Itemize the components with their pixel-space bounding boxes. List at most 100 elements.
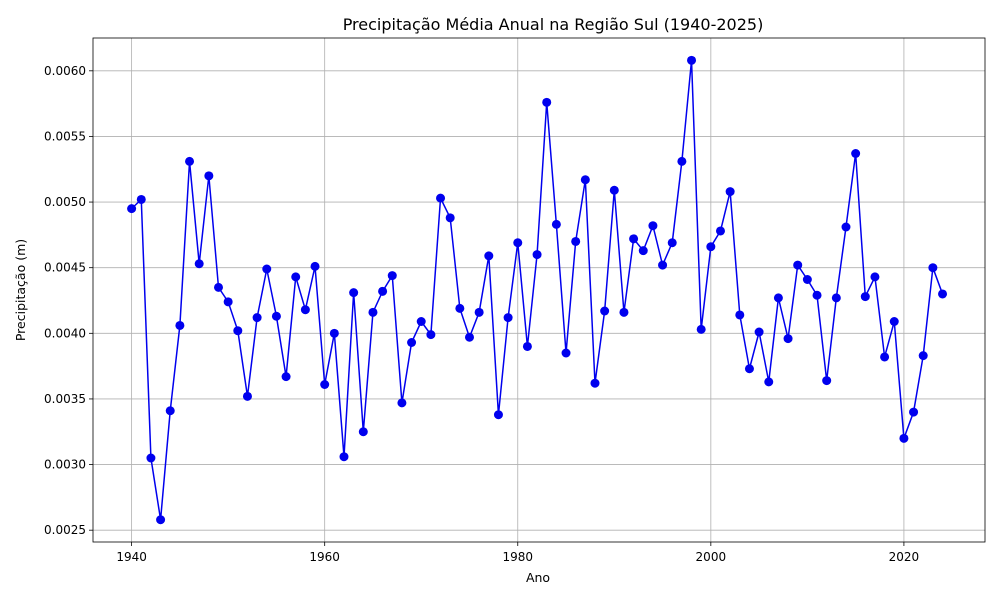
- data-point: [938, 289, 948, 299]
- x-tick-label: 2020: [889, 550, 920, 564]
- data-point: [329, 328, 339, 338]
- data-point: [464, 332, 474, 342]
- data-point: [764, 377, 774, 387]
- data-point: [213, 282, 223, 292]
- y-tick-label: 0.0025: [44, 523, 86, 537]
- data-point: [725, 187, 735, 197]
- data-point: [696, 324, 706, 334]
- data-point: [754, 327, 764, 337]
- data-point: [397, 398, 407, 408]
- data-point: [648, 221, 658, 231]
- data-point: [822, 376, 832, 386]
- data-point: [880, 352, 890, 362]
- data-point: [503, 313, 513, 323]
- data-point: [860, 292, 870, 302]
- data-point: [667, 238, 677, 248]
- data-point: [841, 222, 851, 232]
- y-tick-label: 0.0035: [44, 392, 86, 406]
- y-tick-label: 0.0030: [44, 458, 86, 472]
- axes: 1940 1960 1980 2000 2020 0.0025 0.0030 0.0035 0.…: [44, 37, 986, 564]
- data-point: [484, 251, 494, 261]
- data-point: [522, 341, 532, 351]
- data-point: [851, 149, 861, 158]
- data-point: [281, 372, 291, 382]
- data-point: [291, 272, 301, 282]
- data-point: [706, 242, 716, 252]
- data-point: [175, 320, 185, 330]
- data-point: [136, 194, 146, 204]
- data-point: [802, 275, 812, 284]
- x-axis-label: Ano: [526, 570, 550, 585]
- data-point: [262, 264, 272, 274]
- data-point: [918, 351, 928, 361]
- data-point: [590, 378, 600, 388]
- data-point: [580, 175, 590, 185]
- chart-title: Precipitação Média Anual na Região Sul (…: [343, 15, 764, 34]
- data-point: [513, 238, 523, 248]
- data-point: [358, 427, 368, 437]
- data-point: [204, 171, 214, 181]
- data-point: [561, 348, 571, 358]
- y-tick-label: 0.0060: [44, 64, 86, 78]
- data-point: [677, 156, 687, 166]
- data-point: [223, 297, 233, 307]
- data-point: [300, 305, 310, 315]
- data-point: [928, 263, 938, 273]
- data-point: [349, 288, 359, 298]
- data-point: [339, 452, 349, 462]
- data-point: [156, 515, 166, 525]
- data-point: [773, 293, 783, 303]
- data-point: [455, 303, 465, 313]
- axes-frame: [92, 37, 986, 543]
- data-point: [687, 55, 697, 65]
- data-point: [542, 97, 552, 107]
- data-point: [658, 260, 668, 270]
- data-point: [551, 219, 561, 229]
- data-point: [127, 204, 137, 214]
- x-tick-label: 2000: [696, 550, 727, 564]
- data-point: [609, 185, 619, 195]
- data-point: [571, 236, 581, 246]
- data-point: [378, 286, 388, 296]
- data-point: [165, 406, 175, 416]
- data-point: [619, 307, 629, 317]
- data-point: [831, 293, 841, 303]
- data-point: [629, 234, 639, 244]
- y-tick-label: 0.0045: [44, 261, 86, 275]
- y-tick-label: 0.0050: [44, 195, 86, 209]
- data-point: [493, 410, 503, 420]
- series-line: [131, 60, 944, 520]
- data-point: [793, 260, 803, 270]
- data-point: [436, 193, 446, 203]
- data-point: [194, 259, 204, 269]
- data-point: [532, 250, 542, 260]
- x-tick-label: 1960: [309, 550, 340, 564]
- data-point: [185, 156, 195, 166]
- data-point: [812, 290, 822, 300]
- data-point: [600, 306, 610, 316]
- data-point: [735, 310, 745, 320]
- data-point: [368, 307, 378, 317]
- data-point: [715, 226, 725, 236]
- data-point: [744, 364, 754, 374]
- y-tick-label: 0.0055: [44, 129, 86, 143]
- data-point: [407, 338, 417, 347]
- data-point: [889, 317, 899, 326]
- x-tick-label: 1940: [116, 550, 147, 564]
- data-point: [870, 272, 880, 282]
- y-tick-label: 0.0040: [44, 326, 86, 340]
- data-point: [233, 326, 243, 336]
- data-point: [252, 313, 262, 323]
- data-point: [909, 407, 919, 417]
- grid: [93, 38, 985, 542]
- plot-area: [127, 55, 948, 525]
- data-point: [242, 391, 252, 401]
- data-point: [638, 246, 648, 256]
- data-point: [783, 334, 793, 344]
- data-point: [899, 433, 909, 443]
- x-tick-label: 1980: [502, 550, 533, 564]
- data-point: [474, 307, 484, 317]
- data-point: [146, 453, 156, 463]
- y-axis-label: Precipitação (m): [13, 239, 28, 341]
